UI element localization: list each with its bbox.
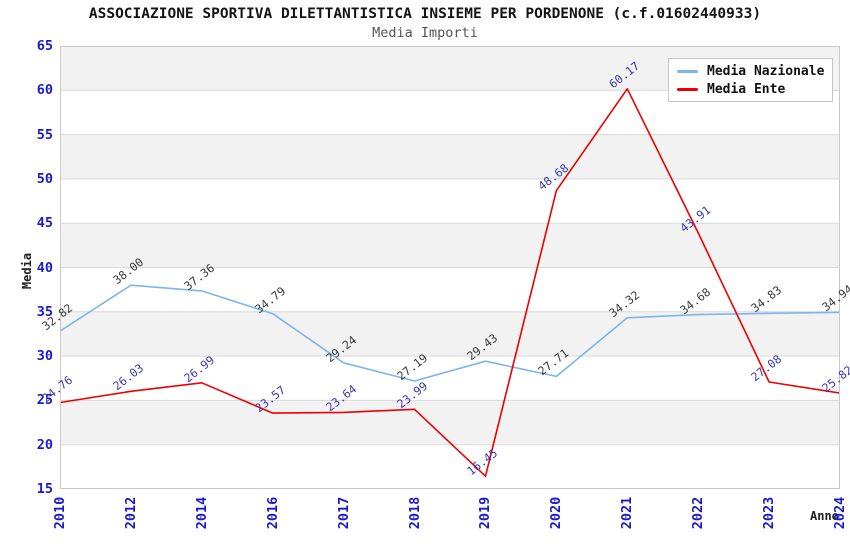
- x-tick-label: 2018: [406, 496, 423, 530]
- legend-item-media-nazionale: Media Nazionale: [677, 64, 828, 79]
- y-tick-label: 50: [36, 170, 53, 187]
- x-tick-label: 2022: [690, 496, 707, 530]
- x-tick-label: 2017: [335, 496, 352, 530]
- y-tick-label: 40: [36, 259, 53, 276]
- plot-svg: [60, 46, 840, 489]
- x-tick-label: 2014: [193, 496, 210, 530]
- x-tick-label: 2020: [548, 496, 565, 530]
- y-tick-label: 20: [36, 436, 53, 453]
- x-tick-label: 2023: [761, 496, 778, 530]
- y-tick-label: 60: [36, 82, 53, 99]
- x-tick-label: 2019: [477, 496, 494, 530]
- y-tick-label: 15: [36, 481, 53, 497]
- y-tick-label: 25: [36, 392, 53, 409]
- legend-label-media-ente: Media Ente: [707, 81, 786, 97]
- chart-subtitle: Media Importi: [372, 25, 478, 41]
- y-tick-label: 30: [36, 348, 53, 365]
- legend-label-media-nazionale: Media Nazionale: [707, 63, 825, 79]
- legend: Media Nazionale Media Ente: [668, 58, 833, 102]
- x-tick-label: 2021: [619, 496, 636, 530]
- media-nazionale-line-icon: [677, 69, 698, 73]
- plot-area: [60, 46, 840, 489]
- x-tick-label: 2016: [264, 496, 281, 530]
- y-tick-label: 55: [36, 126, 53, 143]
- x-tick-label: 2010: [52, 496, 68, 530]
- chart-title: ASSOCIAZIONE SPORTIVA DILETTANTISTICA IN…: [88, 6, 762, 22]
- legend-item-media-ente: Media Ente: [677, 82, 828, 97]
- y-tick-label: 35: [36, 303, 53, 320]
- y-tick-label: 45: [36, 215, 53, 232]
- x-axis-title: Anno: [810, 509, 839, 523]
- x-tick-label: 2012: [122, 496, 139, 530]
- y-axis-title: Media: [20, 252, 34, 290]
- media-ente-line-icon: [677, 87, 698, 91]
